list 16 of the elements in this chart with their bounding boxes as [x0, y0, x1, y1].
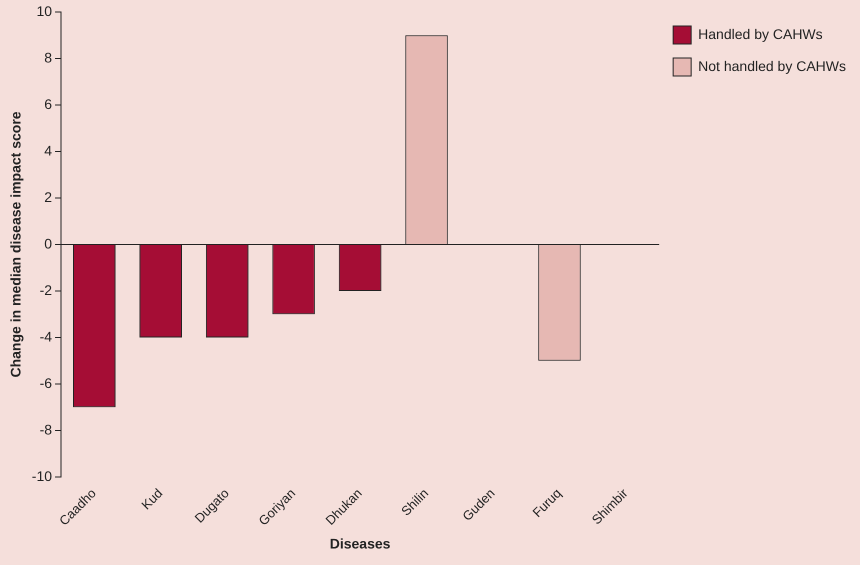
y-tick-label: 6	[44, 96, 52, 112]
y-tick-label: 0	[44, 235, 52, 252]
legend-label: Not handled by CAHWs	[698, 58, 846, 74]
y-tick-label: -8	[40, 421, 52, 438]
y-tick-label: -6	[40, 374, 52, 391]
x-tick-label: Kud	[138, 486, 166, 512]
x-axis-title: Diseases	[330, 535, 391, 552]
y-tick-label: 10	[36, 2, 52, 19]
y-tick-label: 8	[44, 49, 52, 66]
y-tick-label: -4	[40, 328, 52, 344]
y-tick-label: 4	[44, 142, 52, 158]
y-tick-label: -10	[32, 468, 52, 484]
legend-label: Handled by CAHWs	[698, 26, 823, 42]
y-tick-label: -2	[40, 282, 52, 298]
y-axis-title: Change in median disease impact score	[7, 111, 24, 378]
y-tick-label: 2	[44, 188, 52, 205]
